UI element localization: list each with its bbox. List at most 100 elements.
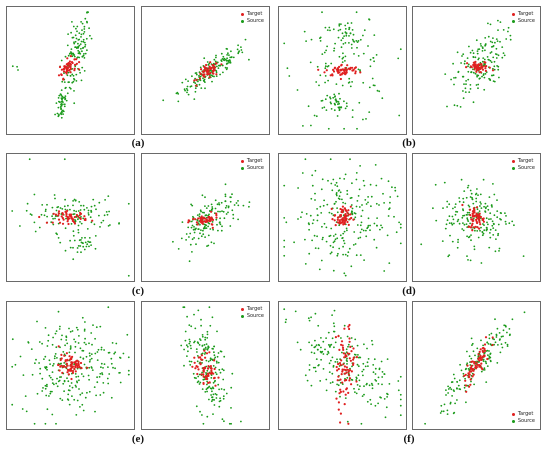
source-point	[446, 413, 449, 415]
source-point	[336, 383, 338, 386]
target-point	[65, 352, 68, 355]
source-point	[191, 238, 194, 241]
source-point	[248, 201, 251, 203]
source-point	[480, 45, 482, 47]
target-point	[323, 71, 326, 74]
source-point	[83, 57, 86, 59]
source-point	[374, 164, 377, 166]
source-point	[83, 208, 86, 211]
source-point	[315, 81, 318, 83]
source-point	[220, 388, 223, 390]
source-point	[357, 374, 360, 377]
source-point	[212, 393, 215, 396]
target-point	[468, 225, 471, 228]
source-point	[220, 201, 223, 204]
source-point	[465, 80, 467, 82]
source-point	[127, 202, 130, 205]
source-point	[476, 52, 479, 55]
source-point	[75, 80, 78, 82]
source-point	[505, 223, 507, 225]
target-point	[210, 210, 213, 213]
source-point	[203, 57, 206, 60]
source-point	[74, 34, 77, 37]
source-point	[389, 196, 392, 198]
target-point	[205, 352, 209, 355]
source-point	[73, 363, 75, 366]
scatter-panel-b2: Target Source	[412, 6, 541, 135]
source-point	[447, 388, 450, 390]
target-point	[64, 210, 67, 213]
target-point	[57, 363, 60, 366]
source-point	[108, 210, 110, 213]
source-point	[464, 377, 466, 380]
source-point	[456, 380, 458, 383]
target-point	[65, 70, 68, 73]
target-point	[348, 357, 351, 360]
target-point	[343, 403, 346, 406]
target-point	[67, 373, 70, 376]
source-point	[331, 381, 334, 384]
source-point	[489, 360, 492, 363]
source-point	[216, 355, 219, 358]
source-point	[424, 422, 426, 425]
source-point	[338, 224, 341, 227]
source-point	[346, 193, 349, 195]
legend: Target Source	[509, 10, 537, 26]
source-point	[355, 205, 358, 208]
legend-item-source: Source	[240, 313, 264, 320]
scatter-panel-b1	[278, 6, 407, 135]
target-point	[197, 368, 200, 371]
source-point	[215, 397, 218, 399]
source-point	[65, 339, 68, 341]
target-point	[73, 367, 76, 370]
target-point	[58, 65, 62, 69]
source-point	[190, 220, 193, 223]
source-point	[481, 234, 484, 237]
source-point	[477, 87, 479, 90]
scatter-plot	[162, 38, 250, 103]
source-point	[54, 353, 57, 355]
source-point	[187, 80, 189, 82]
source-point	[351, 182, 353, 185]
source-point	[495, 53, 498, 56]
source-point	[83, 53, 85, 55]
source-point	[335, 181, 338, 184]
source-point	[210, 400, 213, 403]
source-point	[72, 52, 75, 55]
target-point	[200, 373, 203, 376]
target-point	[205, 219, 208, 222]
source-point	[223, 388, 226, 391]
source-point	[344, 42, 347, 44]
source-point	[454, 76, 457, 79]
source-point	[458, 200, 461, 203]
source-point	[49, 392, 52, 395]
source-point	[338, 23, 341, 26]
source-point	[470, 239, 472, 242]
source-point	[359, 38, 362, 41]
target-point	[341, 370, 344, 373]
target-point	[349, 359, 352, 362]
target-point	[208, 351, 211, 354]
source-point	[103, 349, 105, 351]
source-point	[95, 208, 97, 211]
target-point	[79, 211, 82, 214]
source-point	[501, 346, 504, 349]
source-point	[77, 49, 80, 52]
source-point	[193, 376, 196, 379]
source-point	[51, 390, 53, 393]
source-point	[454, 206, 456, 208]
target-point	[347, 223, 350, 226]
source-point	[482, 73, 485, 75]
target-point	[68, 355, 71, 358]
source-point	[88, 245, 90, 248]
source-point	[112, 366, 114, 369]
source-point	[476, 75, 478, 78]
source-point	[372, 364, 375, 366]
source-point	[64, 198, 66, 201]
target-point	[337, 362, 340, 366]
source-point	[285, 318, 287, 321]
source-point	[305, 213, 308, 215]
source-point	[362, 34, 364, 37]
source-point	[488, 334, 491, 336]
target-point	[347, 422, 350, 425]
